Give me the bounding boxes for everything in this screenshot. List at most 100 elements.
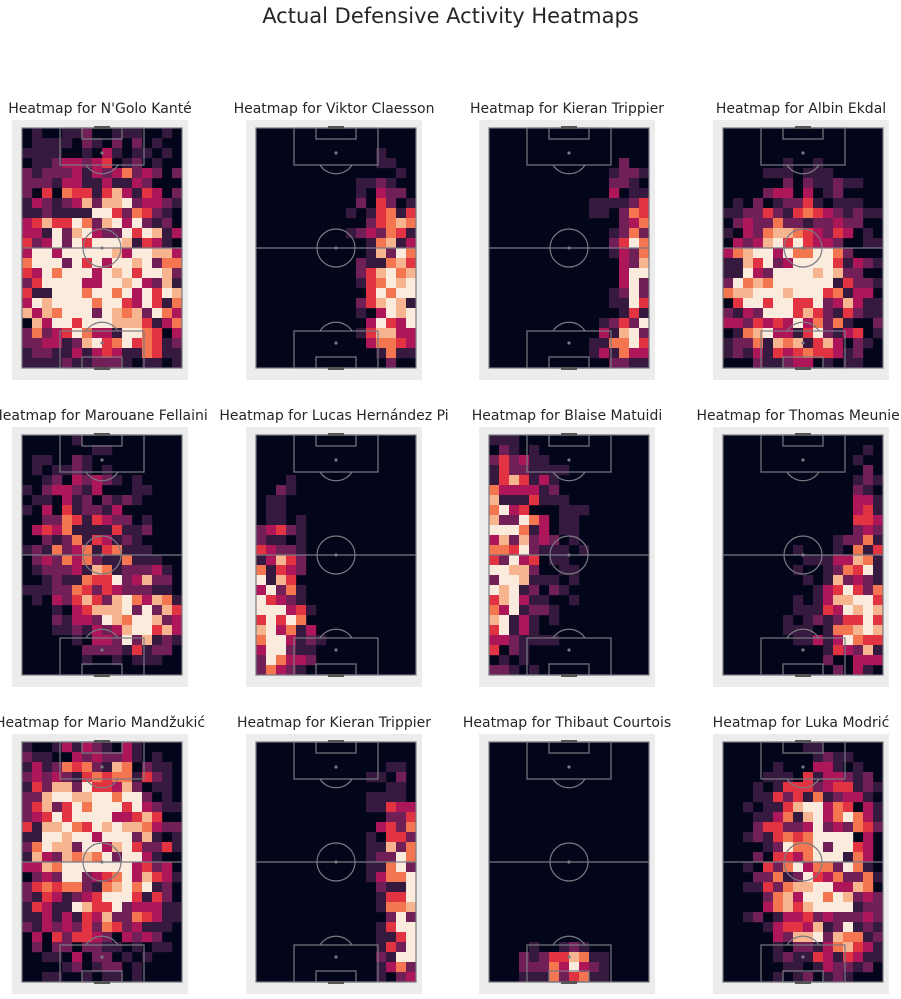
heatmap-cell xyxy=(813,178,824,189)
heatmap-cell xyxy=(873,872,884,883)
heatmap-cell xyxy=(42,268,53,279)
heatmap-cell xyxy=(863,822,874,833)
heatmap-cell xyxy=(162,605,173,616)
heatmap-cell xyxy=(823,575,834,586)
heatmap-cell xyxy=(22,278,33,289)
heatmap-cell xyxy=(793,248,804,259)
heatmap-cell xyxy=(142,515,153,526)
heatmap-cell xyxy=(52,308,63,319)
heatmap-cell xyxy=(853,892,864,903)
heatmap-cell xyxy=(122,752,133,763)
heatmap-cell xyxy=(639,278,650,289)
heatmap-cell xyxy=(142,802,153,813)
heatmap-cell xyxy=(843,962,854,973)
heatmap-cell xyxy=(32,148,43,159)
heatmap-cell xyxy=(152,762,163,773)
heatmap-cell xyxy=(783,258,794,269)
heatmap-cell xyxy=(132,278,143,289)
heatmap-cell xyxy=(286,635,297,646)
heatmap-cell xyxy=(122,645,133,656)
heatmap-cell xyxy=(823,585,834,596)
heatmap-cell xyxy=(152,348,163,359)
heatmap-cell xyxy=(92,942,103,953)
heatmap-cell xyxy=(72,328,83,339)
heatmap-cell xyxy=(549,952,560,963)
heatmap-cell xyxy=(92,832,103,843)
heatmap-cell xyxy=(132,178,143,189)
heatmap-cell xyxy=(152,575,163,586)
heatmap-cell xyxy=(112,655,123,666)
heatmap-cell xyxy=(62,545,73,556)
heatmap-cell xyxy=(619,268,630,279)
heatmap-cell xyxy=(629,298,640,309)
heatmap-cell xyxy=(376,218,387,229)
heatmap-cell xyxy=(803,792,814,803)
heatmap-cells xyxy=(743,742,884,983)
heatmap-cell xyxy=(723,288,734,299)
heatmap-cell xyxy=(783,198,794,209)
heatmap-cell xyxy=(376,972,387,983)
heatmap-cell xyxy=(92,585,103,596)
heatmap-cell xyxy=(833,218,844,229)
heatmap-cell xyxy=(62,208,73,219)
heatmap-cell xyxy=(833,348,844,359)
heatmap-cell xyxy=(823,565,834,576)
heatmap-cell xyxy=(72,962,83,973)
heatmap-cell xyxy=(112,218,123,229)
heatmap-cell xyxy=(763,832,774,843)
heatmap-cell xyxy=(843,892,854,903)
heatmap-cell xyxy=(122,762,133,773)
heatmap-cell xyxy=(52,625,63,636)
heatmap-cell xyxy=(42,752,53,763)
heatmap-cell xyxy=(863,445,874,456)
heatmap-cell xyxy=(386,328,397,339)
heatmap-cell xyxy=(112,278,123,289)
heatmap-cell xyxy=(843,318,854,329)
heatmap-cell xyxy=(783,248,794,259)
heatmap-cell xyxy=(396,268,407,279)
heatmap-cell xyxy=(92,842,103,853)
heatmap-cell xyxy=(276,525,287,536)
heatmap-cell xyxy=(162,238,173,249)
heatmap-cell xyxy=(72,625,83,636)
heatmap-cell xyxy=(743,882,754,893)
heatmap-cell xyxy=(276,535,287,546)
heatmap-cell xyxy=(863,565,874,576)
heatmap-cell xyxy=(42,555,53,566)
heatmap-cell xyxy=(833,782,844,793)
heatmap-cell xyxy=(92,762,103,773)
heatmap-cell xyxy=(386,268,397,279)
heatmap-cell xyxy=(406,348,417,359)
heatmap-cell xyxy=(112,852,123,863)
heatmap-cell xyxy=(32,882,43,893)
heatmap-cell xyxy=(813,742,824,753)
heatmap-cell xyxy=(82,288,93,299)
heatmap-cell xyxy=(72,882,83,893)
heatmap-cell xyxy=(306,645,317,656)
heatmap-cell xyxy=(843,972,854,983)
heatmap-cell xyxy=(132,158,143,169)
heatmap-cell xyxy=(52,772,63,783)
heatmap-cell xyxy=(723,318,734,329)
heatmap-cell xyxy=(62,515,73,526)
heatmap-cell xyxy=(32,832,43,843)
heatmap-cell xyxy=(366,338,377,349)
heatmap-cell xyxy=(833,932,844,943)
heatmap-cell xyxy=(773,972,784,983)
heatmap-cell xyxy=(112,942,123,953)
heatmap-svg xyxy=(722,126,884,370)
heatmap-cell xyxy=(619,198,630,209)
heatmap-cell xyxy=(72,188,83,199)
heatmap-cell xyxy=(256,605,267,616)
heatmap-cell xyxy=(396,942,407,953)
heatmap-cell xyxy=(559,495,570,506)
heatmap-cell xyxy=(32,762,43,773)
heatmap-cell xyxy=(629,258,640,269)
heatmap-cell xyxy=(276,575,287,586)
heatmap-cell xyxy=(823,812,834,823)
heatmap-cell xyxy=(92,902,103,913)
heatmap-cell xyxy=(102,228,113,239)
heatmap-cell xyxy=(873,952,884,963)
heatmap-cell xyxy=(72,248,83,259)
heatmap-cell xyxy=(152,218,163,229)
